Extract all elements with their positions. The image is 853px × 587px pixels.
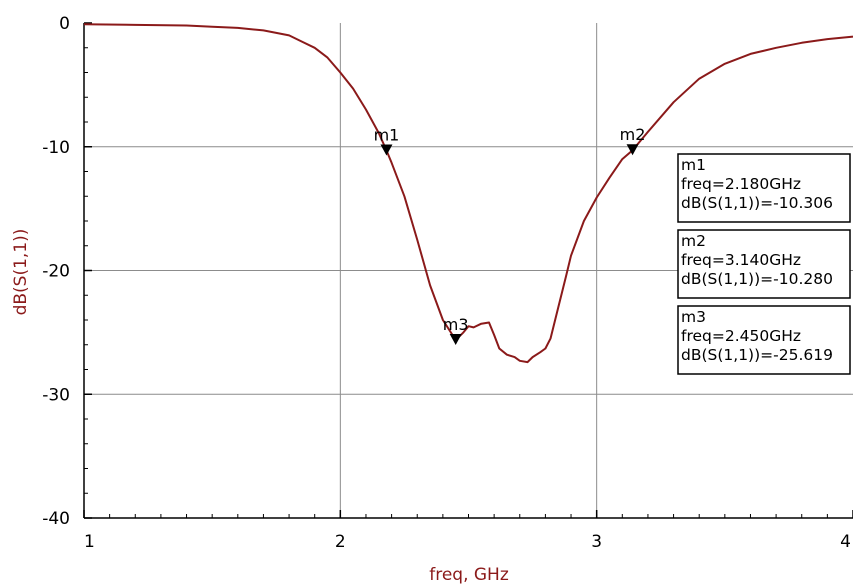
marker-m3-readout-line: dB(S(1,1))=-25.619	[681, 346, 833, 364]
marker-m1-readout-line: freq=2.180GHz	[681, 175, 801, 193]
x-tick-label: 2	[335, 532, 346, 552]
marker-m1-readout-box	[677, 153, 851, 223]
series-line-s11	[83, 23, 853, 364]
marker-m2-readout-line: m2	[681, 232, 706, 250]
marker-m1-triangle	[380, 144, 393, 156]
x-tick-label: 4	[840, 532, 851, 552]
series-layer	[83, 23, 853, 364]
y-tick-label: 0	[59, 14, 70, 34]
marker-m2-label: m2	[620, 125, 646, 144]
marker-m1-label: m1	[374, 126, 400, 145]
marker-m3-label: m3	[443, 315, 469, 334]
y-axis-label: dB(S(1,1))	[11, 229, 31, 316]
marker-readout-boxes: m1freq=2.180GHzdB(S(1,1))=-10.306m2freq=…	[677, 153, 851, 375]
marker-m3-readout-line: freq=2.450GHz	[681, 327, 801, 345]
x-tick-label: 1	[84, 532, 95, 552]
marker-m2-readout-box	[677, 229, 851, 299]
axes	[83, 22, 853, 519]
y-tick-label: -40	[42, 509, 70, 529]
tick-labels: 1 2 3 4 0 -10 -20 -30 -40	[42, 14, 851, 552]
marker-m3-readout-box	[677, 305, 851, 375]
y-tick-label: -30	[42, 385, 70, 405]
marker-m2-triangle	[626, 144, 639, 156]
marker-m1-readout-line: m1	[681, 156, 706, 174]
y-tick-label: -10	[42, 138, 70, 158]
y-tick-label: -20	[42, 262, 70, 282]
markers-layer: m1 m2 m3	[374, 125, 646, 346]
marker-m2-readout-line: dB(S(1,1))=-10.280	[681, 270, 833, 288]
marker-m3-triangle	[449, 334, 462, 346]
marker-m1-readout-line: dB(S(1,1))=-10.306	[681, 194, 833, 212]
marker-m2-readout-line: freq=3.140GHz	[681, 251, 801, 269]
marker-m3-readout-line: m3	[681, 308, 706, 326]
x-axis-label: freq, GHz	[429, 565, 509, 585]
x-tick-label: 3	[591, 532, 602, 552]
